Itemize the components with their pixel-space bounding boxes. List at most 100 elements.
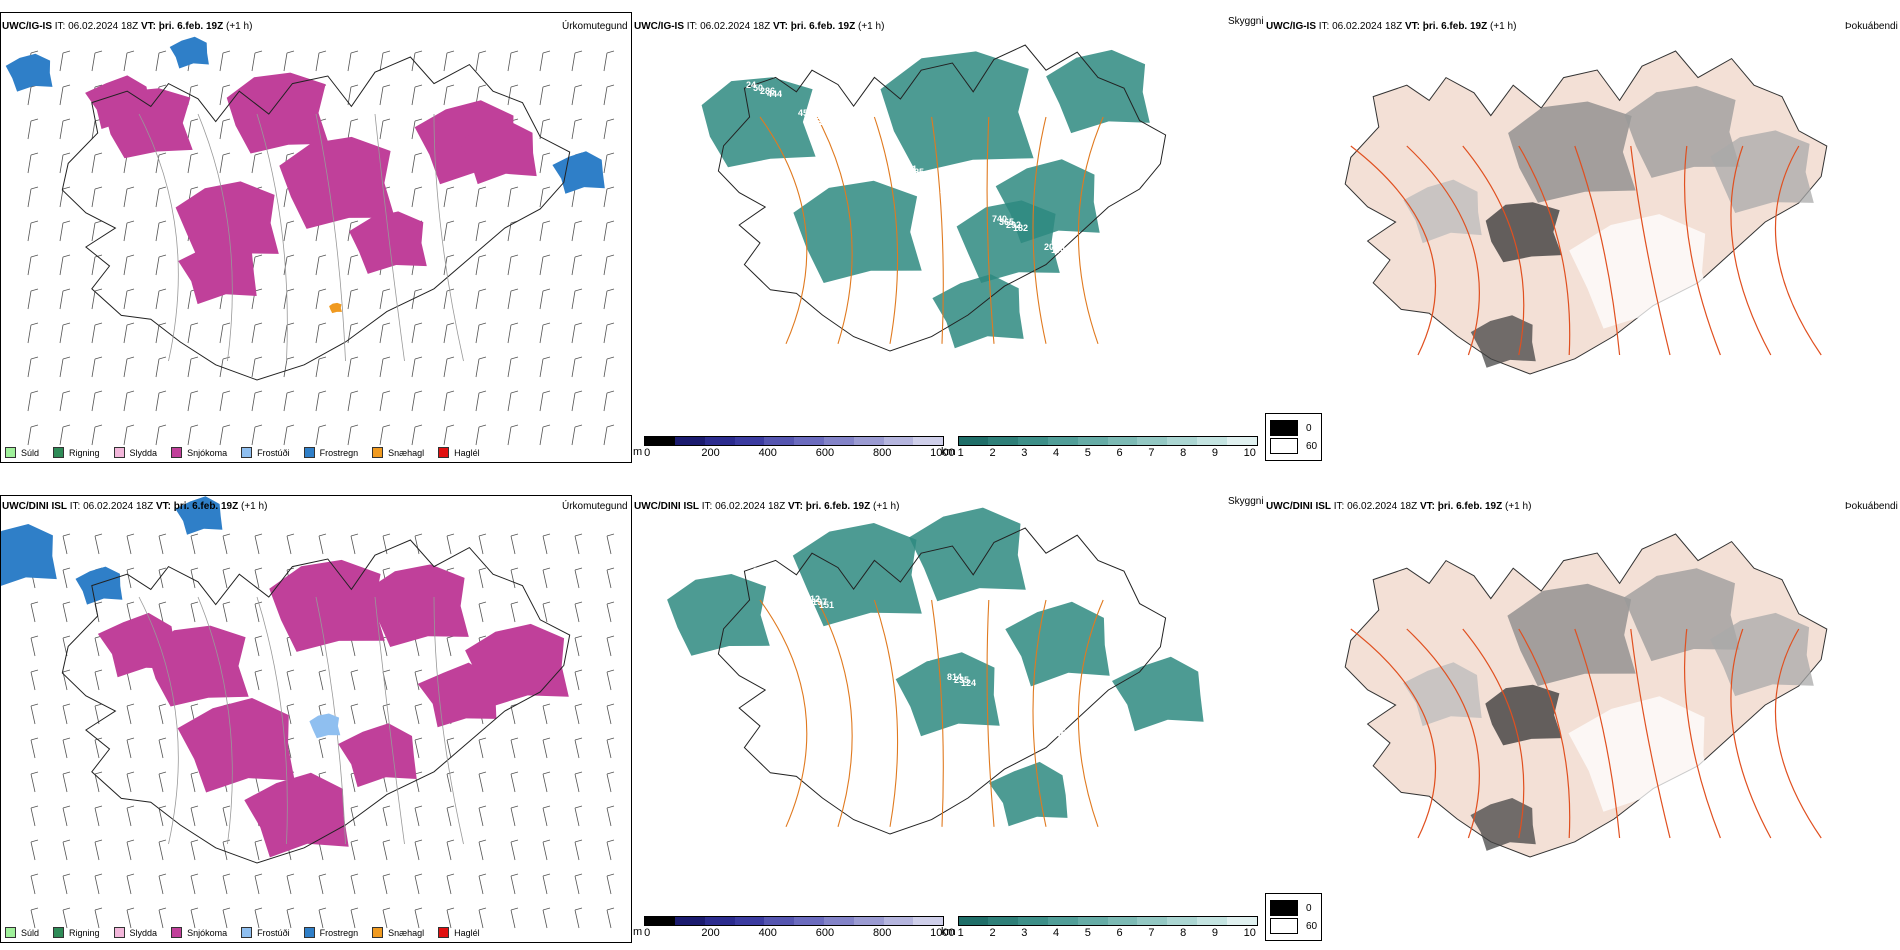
wind-barb xyxy=(190,873,199,895)
wind-barb xyxy=(574,805,583,827)
legend-item: Haglél xyxy=(438,447,480,458)
wind-barb xyxy=(443,84,455,106)
legend-item: Snjókoma xyxy=(171,447,227,458)
low-cloud-area xyxy=(932,274,1024,349)
cloud-base-label: 380 xyxy=(1141,295,1156,305)
colorbar-tick: 7 xyxy=(1148,447,1155,459)
precip-legend-top: Súld Rigning Slydda Snjókoma Frostúði Frostre… xyxy=(5,447,480,458)
wind-barb xyxy=(155,220,167,242)
wind-barb xyxy=(379,84,391,106)
wind-barb xyxy=(507,390,519,412)
colorbar-swatch xyxy=(674,437,705,445)
wind-barb xyxy=(443,390,455,412)
wind-barb xyxy=(283,424,295,446)
wind-barb xyxy=(315,356,327,378)
fog-legend-label: 0 xyxy=(1306,422,1312,434)
ice-pellets-area xyxy=(329,302,342,314)
colorbar-tick: 3 xyxy=(1021,447,1028,459)
wind-barb xyxy=(574,907,583,929)
wind-barb xyxy=(571,254,583,276)
road-line xyxy=(1077,599,1104,827)
wind-barb xyxy=(283,288,295,310)
cloud-map-top: 275 228 149 182 341 444 420 105 258 191 234 385 292 2… xyxy=(701,44,1170,352)
legend-swatch xyxy=(241,447,253,458)
wind-barb xyxy=(254,635,263,657)
wind-barb xyxy=(158,533,167,555)
cloud-base-label: 292 xyxy=(1006,220,1021,230)
visibility-colorbar-top: km 1 2 3 4 5 6 7 8 9 10 xyxy=(941,436,1258,459)
cloud-base-label: 182 xyxy=(1013,223,1028,233)
it-value: 06.02.2024 18Z xyxy=(68,21,139,32)
it-label: IT: xyxy=(701,501,713,512)
wind-barb xyxy=(315,390,327,412)
colorbar-swatch xyxy=(1137,437,1168,445)
wind-barb xyxy=(158,873,167,895)
road-line xyxy=(1406,145,1480,356)
cloud-base-label: 216 xyxy=(850,136,865,146)
colorbar-tick: 5 xyxy=(1084,927,1091,939)
cloud-base-label: 461 xyxy=(857,139,872,149)
wind-barb xyxy=(379,424,391,446)
model-name: UWC/IG-IS xyxy=(1266,21,1316,32)
colorbar-swatch xyxy=(823,437,854,445)
wind-barb xyxy=(542,601,551,623)
wind-barb xyxy=(606,805,615,827)
legend-label: Snjókoma xyxy=(187,447,228,458)
wind-barb xyxy=(347,118,359,140)
wind-barb xyxy=(27,220,39,242)
wind-barb xyxy=(411,118,423,140)
road-line xyxy=(1683,628,1721,839)
road-line xyxy=(256,113,288,362)
wind-barb xyxy=(606,907,615,929)
colorbar-tick: 800 xyxy=(872,927,892,939)
cloud-base-label: 191 xyxy=(1155,301,1170,311)
colorbar-swatch xyxy=(1137,917,1168,925)
wind-barb xyxy=(123,220,135,242)
wind-barb xyxy=(91,254,103,276)
snow-area xyxy=(279,136,395,229)
cloud-base-label: 740 xyxy=(992,214,1007,224)
wind-barb xyxy=(318,533,327,555)
wind-barb xyxy=(126,873,135,895)
colorbar-swatch xyxy=(1018,917,1049,925)
fog-legend-row: 60 xyxy=(1270,438,1317,454)
lead-time: (+1 h) xyxy=(873,501,900,512)
colorbar-tick: 5 xyxy=(1084,447,1091,459)
wind-barb xyxy=(62,567,71,589)
wind-barb xyxy=(574,669,583,691)
cloud-base-label: 259 xyxy=(1006,703,1021,713)
wind-barb xyxy=(347,288,359,310)
wind-barb xyxy=(318,907,327,929)
wind-barb xyxy=(603,186,615,208)
fog-index-area xyxy=(1403,662,1482,727)
cloud-base-label: 208 xyxy=(1110,759,1125,769)
low-cloud-area xyxy=(1046,49,1150,134)
wind-barb xyxy=(91,50,103,72)
wind-barb xyxy=(123,356,135,378)
freezing-rain-area xyxy=(5,53,53,92)
lead-time: (+1 h) xyxy=(1505,501,1532,512)
road-line xyxy=(1683,145,1721,356)
legend-label: Frostregn xyxy=(319,447,359,458)
wind-barb xyxy=(603,84,615,106)
wind-barb xyxy=(382,839,391,861)
cloud-base-label: 235 xyxy=(954,675,969,685)
wind-barb xyxy=(446,907,455,929)
wind-barb xyxy=(507,424,519,446)
wind-barb xyxy=(606,873,615,895)
wind-barb xyxy=(574,601,583,623)
road-line xyxy=(1032,599,1047,827)
colorbar-swatch xyxy=(1018,437,1049,445)
wind-barb xyxy=(350,907,359,929)
wind-barb xyxy=(190,567,199,589)
wind-barb xyxy=(30,601,39,623)
wind-barb xyxy=(510,601,519,623)
wind-barb xyxy=(379,322,391,344)
fog-map-top xyxy=(1344,50,1828,375)
wind-barb xyxy=(443,424,455,446)
wind-barb xyxy=(251,50,263,72)
freezing-rain-area xyxy=(169,36,209,69)
legend-label: Haglél xyxy=(454,447,480,458)
precip-type-label-top: Úrkomutegund xyxy=(562,21,628,32)
road-line xyxy=(197,596,233,845)
